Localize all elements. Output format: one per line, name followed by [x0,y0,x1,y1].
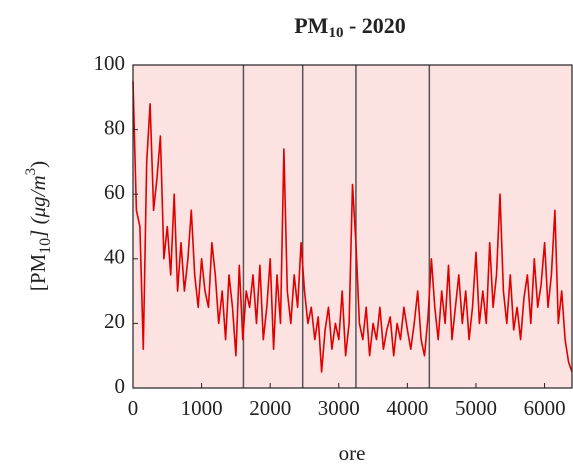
title-rest: - 2020 [343,13,405,38]
x-tick-label: 6000 [524,396,566,420]
ylabel-c: ) [26,161,50,168]
ylabel-sup: 3 [23,168,39,176]
title-main: PM [294,13,328,38]
y-tick-label: 100 [94,51,126,75]
x-axis-label: ore [339,441,366,465]
x-tick-label: 3000 [318,396,360,420]
plot-frame [132,64,573,389]
ylabel-a: [PM [26,253,50,291]
y-tick-label: 20 [104,309,125,333]
plot-background [133,65,572,388]
ylabel-sub: 10 [37,238,54,254]
title-sub: 10 [328,25,343,41]
data-line [132,81,573,373]
y-tick-label: 60 [104,180,125,204]
chart-title: PM10 - 2020 [294,13,406,41]
y-tick-label: 40 [104,245,125,269]
y-tick-label: 0 [115,374,126,398]
x-tick-label: 0 [128,396,139,420]
x-tick-label: 5000 [455,396,497,420]
x-tick-label: 1000 [181,396,223,420]
y-axis-label: [PM10] (μg/m3) [23,161,53,291]
ylabel-b: ] (μg/m [26,175,50,238]
y-tick-label: 80 [104,115,125,139]
x-tick-label: 4000 [386,396,428,420]
x-tick-label: 2000 [249,396,291,420]
